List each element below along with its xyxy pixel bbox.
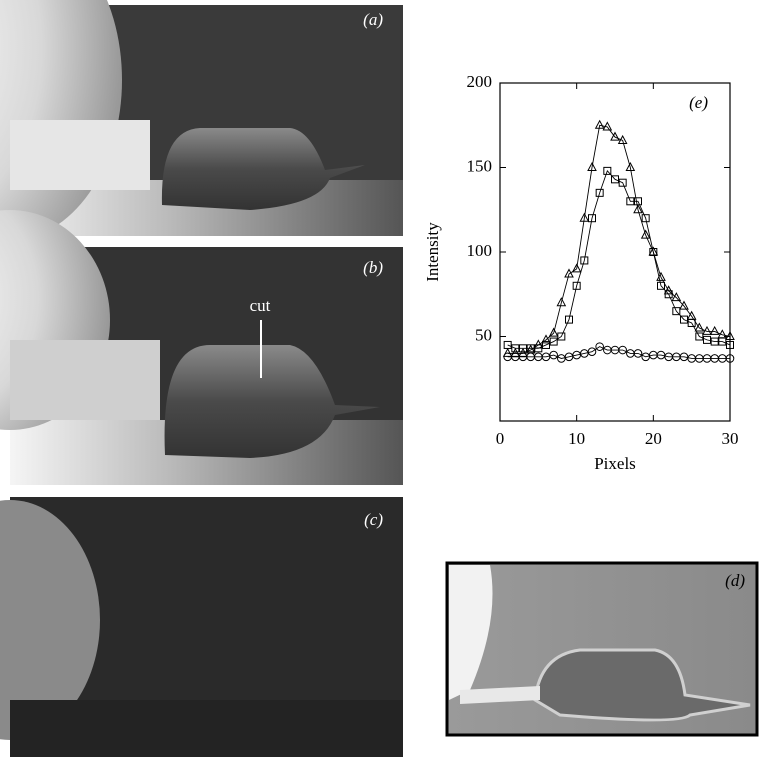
x-tick-label: 20 bbox=[645, 429, 662, 448]
marker bbox=[565, 269, 573, 277]
series-line bbox=[508, 125, 730, 353]
y-tick-label: 200 bbox=[467, 72, 493, 91]
marker bbox=[672, 293, 680, 301]
photo-c: (c) bbox=[0, 497, 403, 757]
x-tick-label: 30 bbox=[722, 429, 739, 448]
panel-label: (c) bbox=[364, 510, 383, 529]
panel-label: (a) bbox=[363, 10, 383, 29]
photo-b: (b) cut bbox=[0, 210, 403, 485]
photo-a: (a) bbox=[0, 0, 403, 240]
chart: (e) Pixels Intensity 50 100 150 200 0 10 20 30 bbox=[423, 72, 739, 473]
x-axis-label: Pixels bbox=[594, 454, 636, 473]
photo-d: (d) bbox=[447, 563, 757, 735]
series-line bbox=[508, 171, 730, 348]
chart-title: (e) bbox=[689, 93, 708, 112]
annotation: cut bbox=[250, 296, 271, 315]
y-tick-label: 150 bbox=[467, 156, 493, 175]
panel-label: (d) bbox=[725, 571, 745, 590]
y-tick-label: 50 bbox=[475, 325, 492, 344]
y-axis-label: Intensity bbox=[423, 222, 442, 282]
y-tick-label: 100 bbox=[467, 241, 493, 260]
plot-frame bbox=[500, 83, 730, 421]
x-tick-label: 10 bbox=[568, 429, 585, 448]
x-tick-label: 0 bbox=[496, 429, 505, 448]
panel-label: (b) bbox=[363, 258, 383, 277]
marker bbox=[711, 327, 719, 335]
figure: (a) (b) cut (c) (d) (e) Pixels Intensity… bbox=[0, 0, 760, 761]
